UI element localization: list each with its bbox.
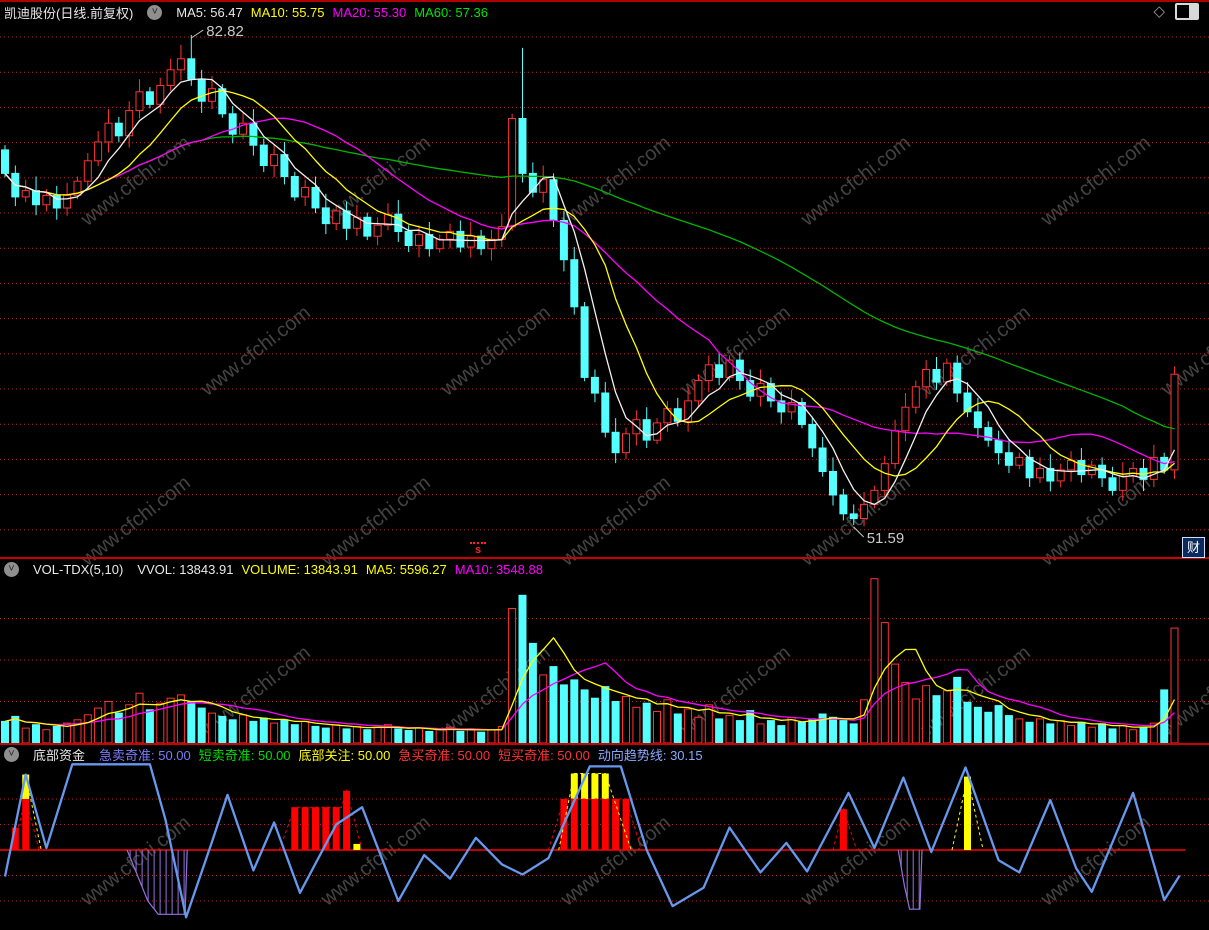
window-controls: ◇ xyxy=(1153,3,1199,20)
main-chart-header: 凯迪股份(日线.前复权) ˅ MA5: 56.47 MA10: 55.75 MA20… xyxy=(4,3,496,21)
bottom-indicator-title: 底部资金 xyxy=(33,747,86,763)
price-annotations: 82.82 51.59 xyxy=(191,23,904,547)
panel-toggle-icon[interactable] xyxy=(1175,3,1199,20)
peak-price-label: 82.82 xyxy=(206,23,244,40)
indicator-label: 短买奇准: 50.00 xyxy=(498,747,590,763)
volume-bars xyxy=(1,578,1179,744)
bottom-indicator-header: ˅ 底部资金 急卖奇准: 50.00 短卖奇准: 50.00 底部关注: 50.00… xyxy=(4,745,711,763)
indicator-label: 底部关注: 50.00 xyxy=(298,747,391,763)
low-price-label: 51.59 xyxy=(867,530,905,547)
volume-label: MA5: 5596.27 xyxy=(365,561,447,577)
indicator-label: 急买奇准: 50.00 xyxy=(398,747,491,763)
chevron-down-icon[interactable]: ˅ xyxy=(147,4,163,20)
stock-title: 凯迪股份(日线.前复权) xyxy=(4,5,134,21)
diamond-icon[interactable]: ◇ xyxy=(1153,2,1165,20)
purple-hatch-regions xyxy=(126,849,923,915)
ma-label: MA10: 55.75 xyxy=(250,4,325,20)
indicator-label-group: 急卖奇准: 50.00 短卖奇准: 50.00 底部关注: 50.00 急买奇准: 5… xyxy=(99,745,711,764)
chevron-down-icon[interactable]: ˅ xyxy=(4,561,19,577)
volume-indicator-title: VOL-TDX(5,10) xyxy=(33,561,124,577)
volume-label: VOLUME: 13843.91 xyxy=(241,561,358,577)
volume-label-group: VVOL: 13843.91 VOLUME: 13843.91 MA5: 5596.… xyxy=(137,562,551,577)
window-top-border xyxy=(0,0,1209,2)
ma-label: MA20: 55.30 xyxy=(332,4,407,20)
indicator-label: 急卖奇准: 50.00 xyxy=(99,747,191,763)
indicator-label: 动向趋势线: 30.15 xyxy=(597,747,703,763)
chevron-down-icon[interactable]: ˅ xyxy=(4,746,19,762)
ma-label-group: MA5: 56.47 MA10: 55.75 MA20: 55.30 MA60: 57… xyxy=(176,5,496,20)
price-ma-lines xyxy=(4,78,1176,506)
volume-label: MA10: 3548.88 xyxy=(454,561,543,577)
ma-label: MA5: 56.47 xyxy=(176,4,243,20)
splitter-label: s xyxy=(474,544,482,556)
finance-badge[interactable]: 财 xyxy=(1182,537,1205,558)
ma-label: MA60: 57.36 xyxy=(414,4,488,20)
volume-label: VVOL: 13843.91 xyxy=(137,561,234,577)
trend-line xyxy=(3,763,1181,919)
volume-ma-lines xyxy=(4,637,1176,731)
candlesticks xyxy=(1,35,1179,527)
indicator-label: 短卖奇准: 50.00 xyxy=(198,747,291,763)
volume-chart-header: ˅ VOL-TDX(5,10) VVOL: 13843.91 VOLUME: 13… xyxy=(4,560,551,578)
panel-splitter-handle[interactable]: s xyxy=(470,542,486,556)
